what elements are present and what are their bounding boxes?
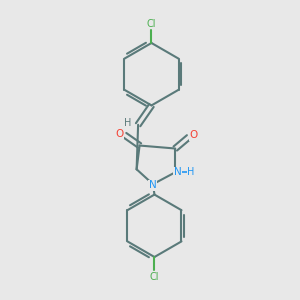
Text: N: N: [148, 180, 156, 190]
Text: O: O: [190, 130, 198, 140]
Text: N: N: [174, 167, 182, 177]
Text: H: H: [124, 118, 131, 128]
Text: Cl: Cl: [150, 272, 159, 282]
Text: H: H: [187, 167, 194, 177]
Text: Cl: Cl: [147, 19, 156, 29]
Text: O: O: [115, 129, 124, 139]
